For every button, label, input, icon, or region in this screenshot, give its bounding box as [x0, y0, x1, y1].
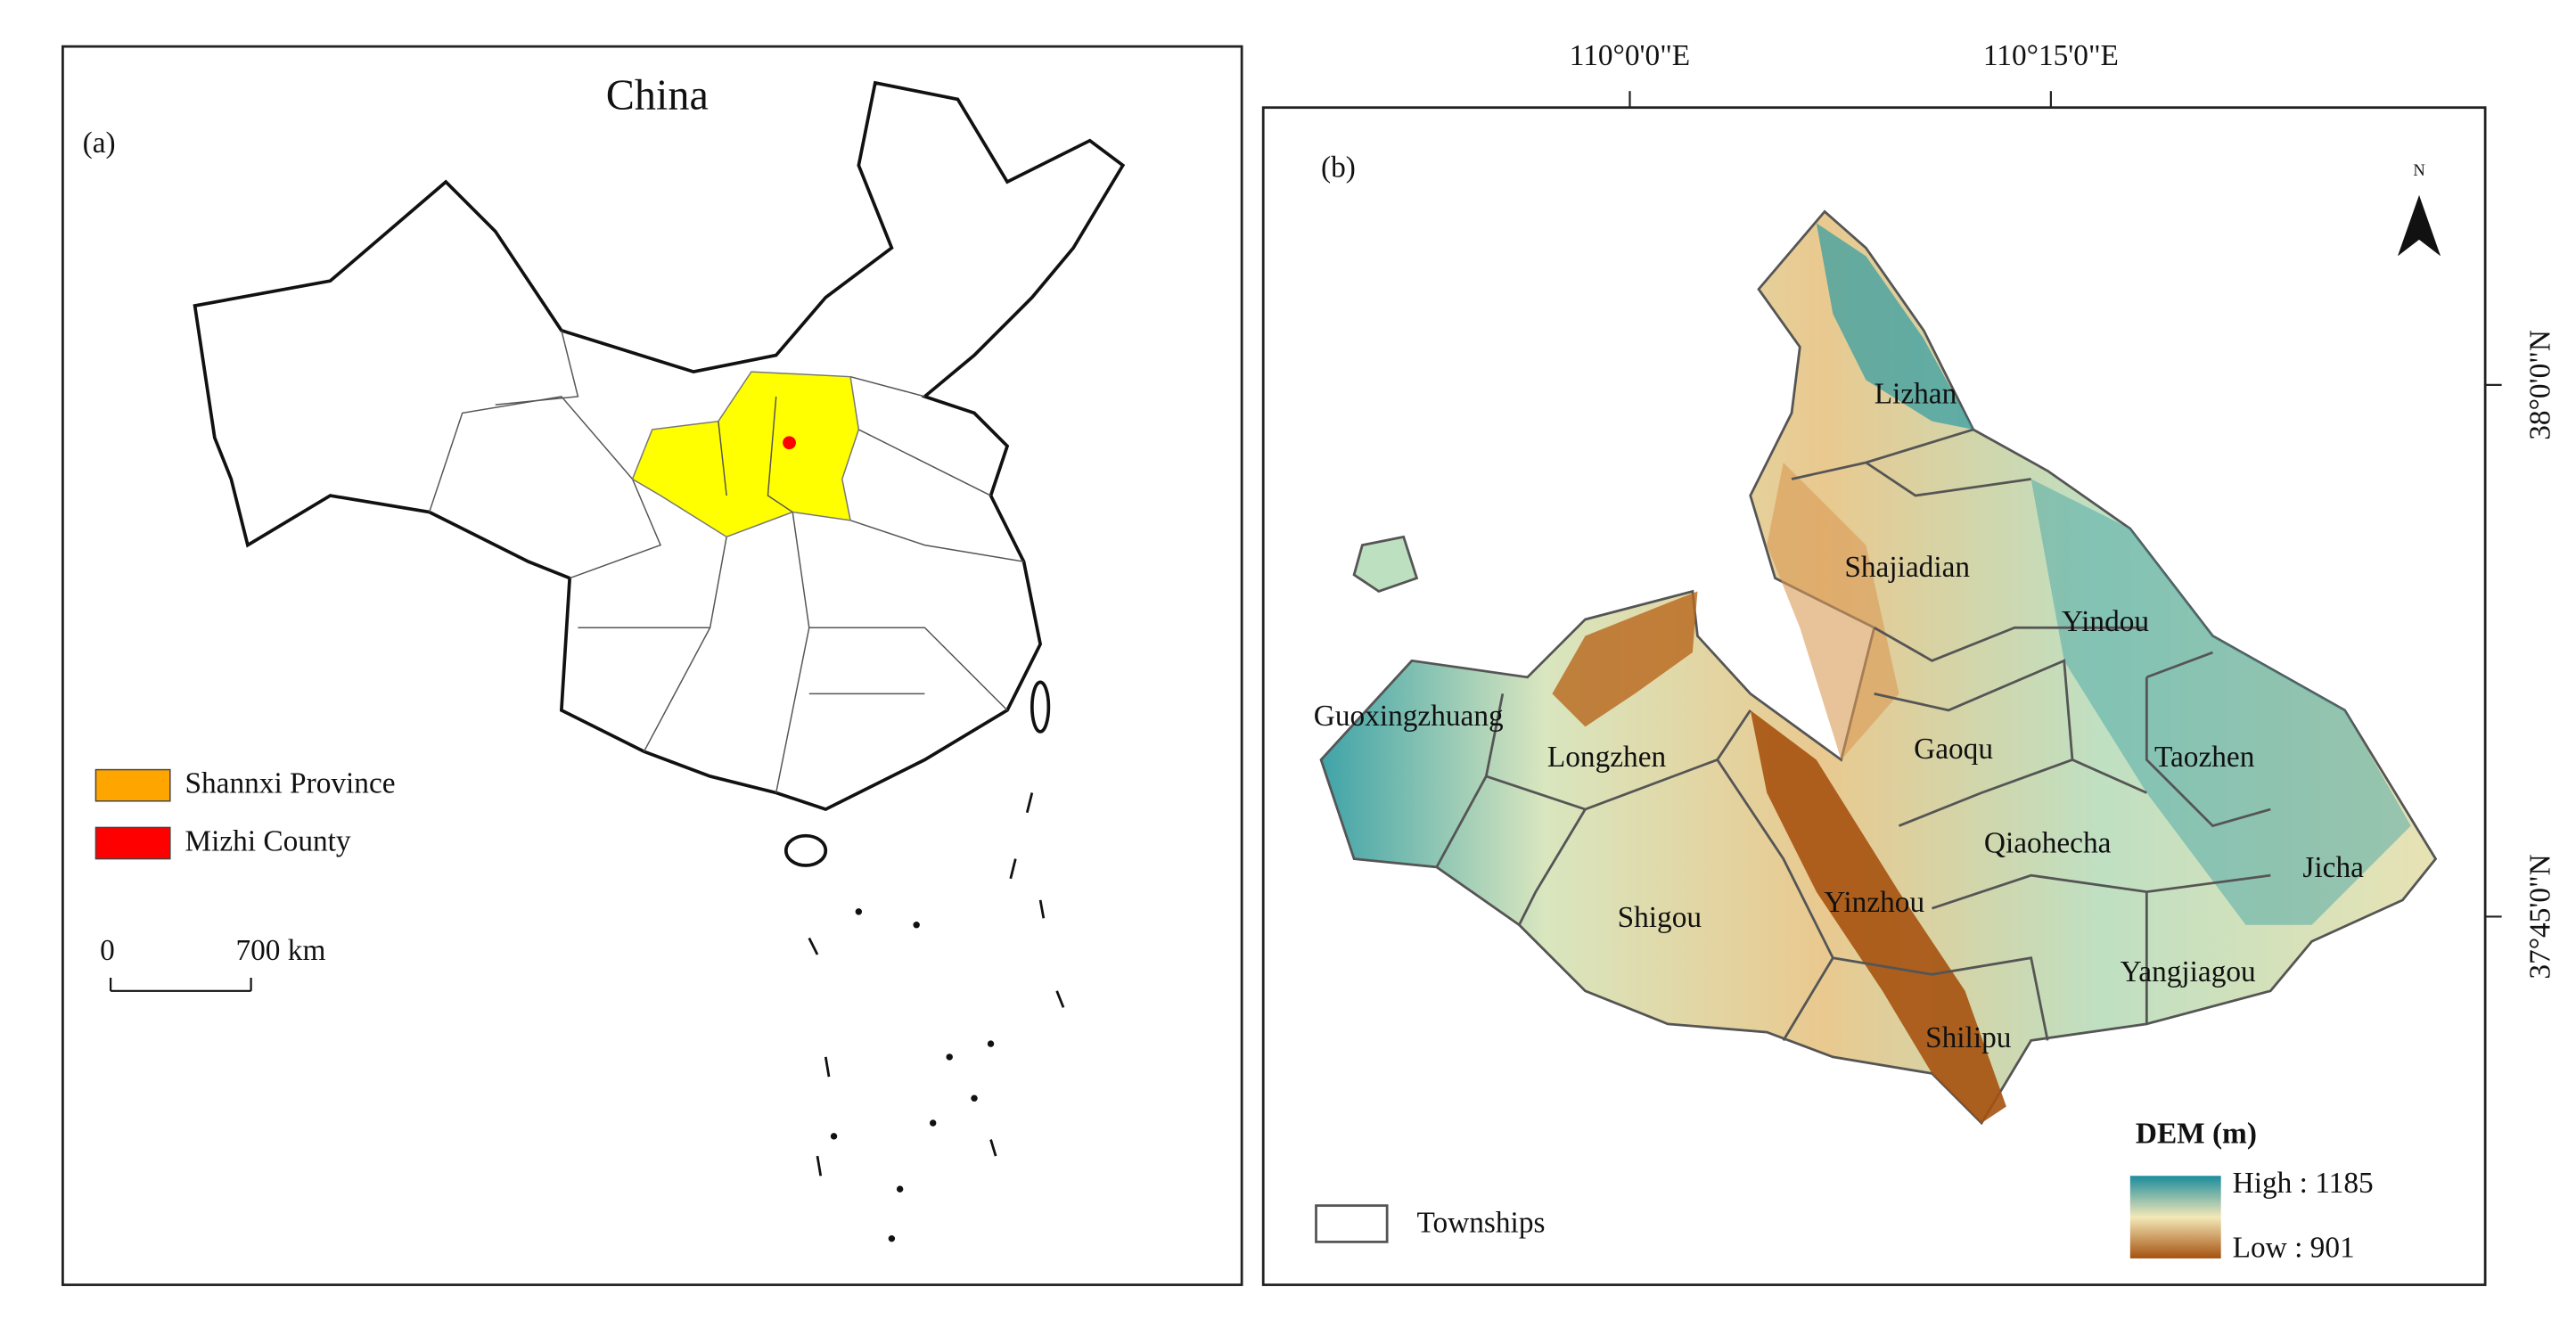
- township-label: Guoxingzhuang: [1314, 700, 1504, 733]
- shaanxi-internal-lines: [718, 396, 793, 513]
- township-label: Shilipu: [1925, 1021, 2012, 1054]
- longitude-label: 110°0'0"E: [1570, 39, 1690, 72]
- longitude-label: 110°15'0"E: [1983, 39, 2119, 72]
- north-label: N: [2413, 161, 2424, 180]
- township-label: Yinzhou: [1824, 886, 1924, 919]
- dem-high-area: [2030, 479, 2411, 925]
- township-label: Qiaohecha: [1984, 826, 2112, 859]
- legend-swatch: [94, 826, 171, 860]
- panel-a-frame: [62, 45, 1243, 1286]
- panel-a-label: (a): [83, 127, 116, 160]
- township-label: Yangjiagou: [2121, 955, 2256, 988]
- graticule: 110°0'0"E 110°15'0"E 38°0'0"N 37°45'0"N: [1570, 39, 2557, 980]
- township-label: Shigou: [1618, 901, 1702, 934]
- province-lines: [428, 330, 1024, 793]
- panel-b-frame: [1261, 106, 2487, 1286]
- dashed-boundary: [808, 792, 1065, 1176]
- latitude-label: 38°0'0"N: [2524, 330, 2557, 440]
- townships-legend-swatch: [1315, 1204, 1389, 1243]
- panel-a-title: China: [606, 71, 709, 119]
- township-label: Shajiadian: [1844, 551, 1970, 584]
- legend-swatch: [94, 768, 171, 802]
- dem-legend-low: Low : 901: [2233, 1231, 2355, 1264]
- township-labels: Lizhan Shajiadian Yindou Guoxingzhuang Longz…: [1314, 378, 2364, 1055]
- legend: Shannxi Province Mizhi County: [94, 767, 396, 860]
- township-label: Lizhan: [1875, 378, 1957, 411]
- township-label: Gaoqu: [1914, 733, 1993, 766]
- panel-b-label: (b): [1321, 152, 1356, 184]
- hainan-island: [783, 833, 828, 867]
- north-arrow: [2397, 194, 2441, 257]
- dem-legend-high: High : 1185: [2233, 1167, 2374, 1200]
- mizhi-marker: [783, 436, 796, 450]
- legend-label: Mizhi County: [185, 825, 350, 858]
- township-label: Taozhen: [2154, 741, 2255, 774]
- dem-valley: [1750, 709, 2006, 1124]
- dem-low-area: [1767, 462, 1899, 760]
- exclave: [1352, 535, 1419, 594]
- dem-valley: [1552, 591, 1698, 727]
- dem-high-area: [1816, 223, 1973, 430]
- taiwan-island: [1030, 680, 1051, 734]
- south-sea-islands: [830, 908, 995, 1242]
- shaanxi-region: [631, 371, 860, 538]
- township-boundaries: [1435, 428, 2271, 1042]
- township-label: Jicha: [2302, 851, 2364, 884]
- legend-label: Shannxi Province: [185, 767, 395, 800]
- latitude-label: 37°45'0"N: [2524, 854, 2557, 979]
- townships-legend-label: Townships: [1417, 1207, 1546, 1240]
- scale-bar-end: 700 km: [235, 934, 325, 967]
- scale-bar-start: 0: [100, 934, 115, 967]
- township-label: Yindou: [2062, 605, 2149, 638]
- township-label: Longzhen: [1547, 741, 1667, 774]
- dem-legend-ramp: [2129, 1176, 2221, 1258]
- dem-legend-title: DEM (m): [2136, 1117, 2257, 1150]
